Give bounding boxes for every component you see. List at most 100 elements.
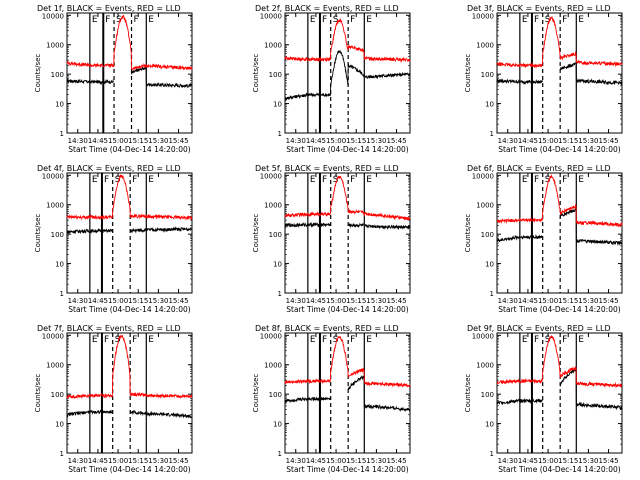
series-line-events [284,221,411,231]
marker-label: F [132,175,137,185]
y-tick-label: 10000 [42,172,64,180]
x-tick-label: 14:30 [498,297,518,305]
marker-label: F [322,15,327,25]
y-tick-label: 10000 [472,12,494,20]
y-tick-label: 1 [278,290,282,298]
x-axis-label: Start Time (04-Dec-14 14:20:00) [68,305,190,314]
marker-label: F [534,335,539,345]
x-tick-label: 15:30 [578,137,598,145]
y-tick-label: 10 [485,421,494,429]
x-tick-label: 15:45 [168,297,188,305]
panel-det-7: Det 7f, BLACK = Events, RED = LLD 1 10 100 1… [34,324,193,474]
marker-label: S [545,175,551,185]
x-axis-label: Start Time (04-Dec-14 14:20:00) [498,305,620,314]
x-tick-label: 15:30 [578,457,598,465]
x-tick-label: 14:45 [88,297,108,305]
y-tick-label: 1000 [264,362,282,370]
series-line-events [66,65,193,89]
marker-label: E [522,15,528,25]
marker-label: F [562,335,567,345]
y-axis-label: Counts/sec [464,374,472,413]
marker-label: F [134,15,139,25]
x-tick-label: 15:45 [168,137,188,145]
series-line-lld [496,174,623,228]
panel-det-3: Det 3f, BLACK = Events, RED = LLD 1 10 100 1… [464,4,623,154]
y-tick-label: 1000 [46,202,64,210]
x-tick-label: 15:15 [558,137,578,145]
marker-label: F [534,15,539,25]
marker-label: E [310,175,316,185]
x-tick-label: 14:30 [286,297,306,305]
plot-frame [66,12,193,134]
plot-frame [496,12,623,134]
y-tick-label: 100 [51,231,64,239]
x-tick-label: 14:30 [68,297,88,305]
x-tick-label: 14:45 [518,297,538,305]
marker-label: E [92,15,98,25]
panel-title: Det 8f, BLACK = Events, RED = LLD [255,324,399,333]
x-tick-label: 15:45 [168,457,188,465]
plot-frame [284,12,411,134]
x-tick-label: 15:15 [346,297,366,305]
y-tick-label: 1 [278,130,282,138]
marker-label: E [310,15,316,25]
y-tick-label: 1 [60,290,64,298]
series-line-events [496,367,623,411]
series-line-events [66,409,193,419]
y-tick-label: 10000 [260,172,282,180]
series-line-events [284,375,411,413]
y-axis-label: Counts/sec [34,54,42,93]
x-axis-label: Start Time (04-Dec-14 14:20:00) [498,145,620,154]
y-tick-label: 1 [490,290,494,298]
x-tick-label: 15:15 [346,457,366,465]
panel-title: Det 4f, BLACK = Events, RED = LLD [37,164,181,173]
y-axis-label: Counts/sec [252,374,260,413]
plot-frame [66,332,193,454]
series-line-events [496,207,623,247]
x-tick-label: 14:30 [498,457,518,465]
y-tick-label: 1000 [46,42,64,50]
y-tick-label: 10000 [42,12,64,20]
y-tick-label: 1000 [264,202,282,210]
marker-label: E [578,175,584,185]
x-tick-label: 15:45 [598,297,618,305]
series-line-events [284,50,411,102]
marker-label: F [322,175,327,185]
y-tick-label: 100 [51,391,64,399]
x-axis-label: Start Time (04-Dec-14 14:20:00) [286,305,408,314]
y-tick-label: 1 [278,450,282,458]
x-tick-label: 14:30 [68,137,88,145]
plot-frame [284,332,411,454]
marker-label: F [105,15,110,25]
panel-det-6: Det 6f, BLACK = Events, RED = LLD 1 10 100 1… [464,164,623,314]
x-tick-label: 15:30 [366,457,386,465]
marker-label: E [522,175,528,185]
series-line-events [496,62,623,86]
marker-label: F [104,335,109,345]
y-tick-label: 10 [273,261,282,269]
x-tick-label: 15:00 [108,137,128,145]
marker-label: F [350,15,355,25]
y-tick-label: 10 [55,261,64,269]
y-tick-label: 1000 [46,362,64,370]
x-tick-label: 15:00 [108,297,128,305]
series-line-lld [496,335,623,389]
y-axis-label: Counts/sec [464,54,472,93]
x-tick-label: 15:15 [558,297,578,305]
marker-label: S [333,335,339,345]
x-tick-label: 15:15 [346,137,366,145]
marker-label: E [92,335,98,345]
marker-label: E [148,335,154,345]
x-tick-label: 14:45 [88,137,108,145]
x-tick-label: 15:45 [598,137,618,145]
x-tick-label: 15:30 [366,137,386,145]
y-tick-label: 10000 [42,332,64,340]
x-tick-label: 14:45 [306,297,326,305]
y-axis-label: Counts/sec [252,54,260,93]
y-tick-label: 1000 [264,42,282,50]
x-axis-label: Start Time (04-Dec-14 14:20:00) [68,145,190,154]
y-axis-label: Counts/sec [464,214,472,253]
y-tick-label: 10 [273,421,282,429]
x-tick-label: 15:45 [386,297,406,305]
